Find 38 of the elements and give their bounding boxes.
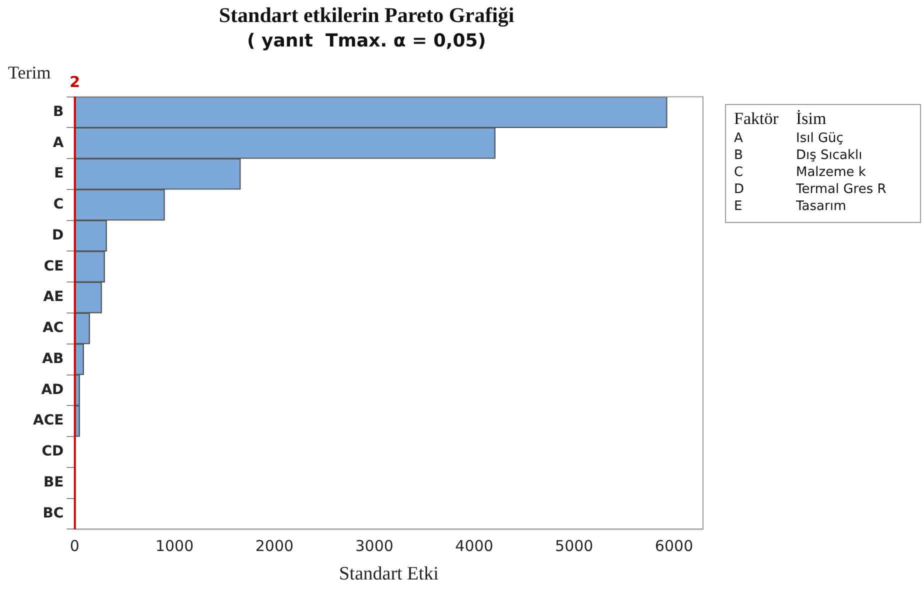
y-tick-label: E [54, 166, 64, 182]
x-tick-label: 1000 [155, 537, 194, 556]
y-tick-label: A [52, 134, 64, 151]
chart-title: Standart etkilerin Pareto Grafiği [218, 3, 514, 28]
y-tick-label: B [53, 104, 64, 120]
y-tick-label: AB [42, 350, 64, 367]
text: İsim [796, 109, 828, 129]
text: Termal Gres R [796, 182, 888, 197]
x-tick-label: 0 [70, 537, 80, 556]
y-tick-label: D [52, 227, 64, 244]
x-tick-label: 6000 [654, 537, 694, 556]
text: Isıl Güç [796, 131, 844, 146]
y-tick-label: AD [41, 382, 64, 398]
text: Dış Sıcaklı [796, 148, 864, 163]
y-tick-label: CE [44, 258, 64, 274]
y-tick-label: CD [42, 444, 64, 460]
y-tick-label: AE [43, 289, 64, 306]
ref-line-label: 2 [70, 73, 80, 92]
x-axis-title: Standart Etki [338, 564, 439, 585]
text: E [734, 199, 744, 214]
y-tick-label: C [53, 196, 64, 213]
y-tick-label: BC [42, 505, 64, 522]
y-tick-label: ACE [32, 412, 64, 429]
x-tick-label: 4000 [455, 537, 494, 556]
x-tick-label: 2000 [255, 537, 294, 556]
y-axis-title: Terim [8, 62, 51, 83]
text: Malzeme k [796, 165, 867, 180]
y-tick-label: BE [43, 474, 64, 491]
text: D [734, 182, 746, 197]
text: C [734, 165, 744, 180]
text: Tasarım [796, 199, 848, 214]
x-tick-label: 3000 [355, 537, 394, 556]
x-tick-label: 5000 [555, 537, 594, 556]
text: Faktör [734, 109, 780, 129]
text: A [734, 131, 744, 146]
chart-subtitle: ( yanıt Tmax. α = 0,05) [246, 30, 486, 52]
text: B [734, 148, 744, 163]
y-tick-label: AC [42, 320, 64, 336]
